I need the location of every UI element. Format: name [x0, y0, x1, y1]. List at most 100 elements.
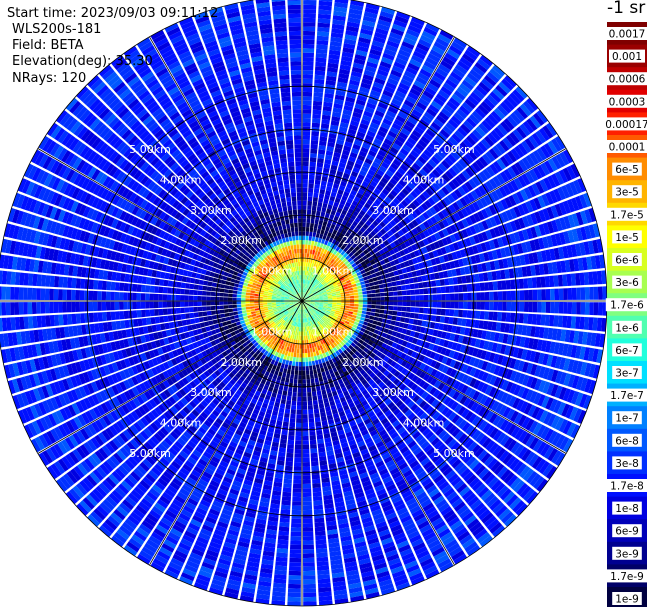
range-gate-cell — [309, 262, 312, 268]
range-gate-cell — [316, 166, 323, 172]
range-gate-cell — [354, 295, 359, 299]
range-gate-cell — [461, 318, 467, 327]
range-gate-cell — [426, 484, 437, 495]
range-gate-cell — [583, 395, 592, 410]
range-gate-cell — [455, 250, 462, 259]
range-gate-cell — [513, 231, 521, 243]
range-gate-cell — [351, 236, 358, 243]
range-gate-cell — [515, 301, 520, 312]
range-gate-cell — [383, 314, 388, 319]
range-gate-cell — [451, 164, 461, 175]
range-gate-cell — [338, 248, 343, 254]
range-gate-cell — [351, 359, 358, 366]
range-gate-cell — [476, 392, 485, 403]
range-gate-cell — [305, 309, 308, 314]
range-gate-cell — [366, 290, 372, 294]
range-gate-cell — [460, 123, 471, 134]
range-gate-cell — [461, 511, 474, 523]
range-gate-cell — [457, 372, 465, 382]
range-gate-cell — [246, 565, 259, 572]
range-gate-cell — [215, 566, 229, 575]
range-gate-cell — [351, 528, 364, 536]
range-gate-cell — [491, 342, 498, 353]
range-gate-cell — [323, 294, 328, 297]
range-gate-cell — [249, 494, 260, 502]
range-gate-cell — [317, 158, 324, 164]
range-gate-cell — [407, 246, 414, 253]
range-gate-cell — [349, 298, 355, 301]
range-gate-cell — [466, 310, 472, 319]
range-gate-cell — [286, 318, 291, 323]
range-gate-cell — [280, 354, 285, 359]
range-gate-cell — [356, 313, 362, 317]
range-gate-cell — [410, 301, 416, 307]
range-gate-cell — [360, 512, 372, 520]
range-gate-cell — [343, 247, 349, 253]
range-gate-cell — [534, 378, 542, 391]
range-gate-cell — [384, 301, 390, 306]
range-gate-cell — [440, 506, 453, 516]
range-gate-cell — [330, 210, 336, 216]
range-gate-cell — [379, 242, 386, 249]
range-gate-cell — [447, 341, 454, 349]
range-gate-cell — [358, 220, 365, 227]
range-gate-cell — [358, 301, 363, 304]
range-gate-cell — [278, 451, 286, 457]
range-gate-cell — [299, 318, 301, 323]
range-gate-cell — [359, 562, 372, 570]
range-gate-cell — [393, 224, 401, 232]
range-gate-cell — [402, 518, 414, 528]
range-gate-cell — [443, 396, 452, 406]
range-gate-cell — [398, 511, 410, 520]
range-gate-cell — [315, 323, 319, 328]
range-gate-cell — [419, 362, 426, 371]
range-gate-cell — [412, 277, 419, 283]
range-gate-cell — [191, 469, 202, 478]
range-gate-cell — [303, 39, 315, 45]
range-gate-cell — [317, 153, 325, 159]
range-gate-cell — [393, 326, 399, 332]
range-gate-cell — [340, 117, 350, 124]
range-gate-cell — [325, 279, 331, 283]
range-gate-cell — [454, 293, 459, 301]
range-gate-cell — [352, 286, 358, 290]
range-gate-cell — [384, 398, 392, 406]
range-gate-cell — [346, 92, 357, 99]
range-gate-cell — [361, 287, 367, 292]
range-gate-cell — [457, 276, 463, 284]
range-gate-cell — [441, 484, 453, 495]
range-gate-cell — [373, 157, 382, 165]
range-gate-cell — [524, 451, 536, 464]
range-gate-cell — [322, 110, 332, 116]
range-gate-cell — [343, 241, 349, 247]
range-gate-cell — [380, 228, 387, 235]
range-gate-cell — [406, 205, 414, 213]
range-gate-cell — [500, 488, 512, 501]
range-gate-cell — [437, 211, 446, 220]
range-gate-cell — [306, 317, 309, 322]
range-gate-cell — [331, 293, 337, 297]
range-gate-cell — [324, 194, 330, 200]
range-gate-cell — [437, 382, 446, 391]
range-gate-cell — [400, 127, 411, 137]
range-gate-cell — [366, 286, 371, 291]
range-gate-cell — [320, 286, 325, 290]
range-gate-cell — [549, 315, 555, 327]
range-gate-cell — [319, 233, 324, 239]
range-gate-cell — [315, 543, 327, 549]
range-gate-cell — [174, 520, 187, 530]
range-gate-cell — [265, 361, 271, 367]
range-gate-cell — [319, 215, 325, 221]
range-gate-cell — [445, 376, 454, 386]
range-gate-cell — [457, 406, 466, 416]
range-gate-cell — [362, 452, 371, 460]
range-gate-cell — [342, 339, 348, 344]
range-gate-cell — [505, 209, 514, 221]
range-gate-cell — [350, 595, 365, 603]
range-gate-cell — [331, 279, 336, 284]
range-gate-cell — [406, 389, 414, 397]
range-gate-cell — [224, 472, 235, 480]
range-gate-cell — [534, 264, 541, 276]
range-gate-cell — [464, 386, 473, 397]
range-gate-cell — [340, 60, 352, 67]
